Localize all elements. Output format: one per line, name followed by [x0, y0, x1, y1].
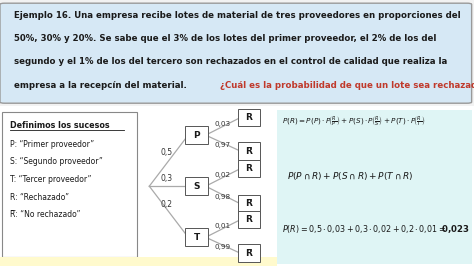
FancyBboxPatch shape	[238, 142, 260, 160]
Text: 0,97: 0,97	[215, 142, 231, 148]
Text: $P(R) = 0{,}5 \cdot 0{,}03 + 0{,}3 \cdot 0{,}02 + 0{,}2 \cdot 0{,}01 = $: $P(R) = 0{,}5 \cdot 0{,}03 + 0{,}3 \cdot…	[282, 223, 446, 235]
FancyBboxPatch shape	[0, 3, 472, 103]
Text: ¿Cuál es la probabilidad de que un lote sea rechazado?: ¿Cuál es la probabilidad de que un lote …	[220, 81, 474, 90]
FancyBboxPatch shape	[2, 112, 137, 257]
Text: 0,03: 0,03	[215, 121, 231, 127]
Text: 0,5: 0,5	[160, 148, 173, 157]
FancyBboxPatch shape	[185, 228, 208, 246]
Text: R̅: R̅	[246, 199, 252, 208]
Text: P: P	[193, 131, 200, 140]
Text: segundo y el 1% de los del tercero son rechazados en el control de calidad que r: segundo y el 1% de los del tercero son r…	[14, 57, 447, 66]
FancyBboxPatch shape	[238, 211, 260, 228]
Text: 0,3: 0,3	[160, 174, 173, 183]
Text: P: “Primer proveedor”: P: “Primer proveedor”	[10, 140, 94, 149]
Text: R̅: R̅	[246, 147, 252, 156]
Bar	[0, 257, 277, 266]
Text: 0,01: 0,01	[215, 223, 231, 230]
Text: T: T	[193, 233, 200, 242]
Text: 0,99: 0,99	[215, 244, 231, 250]
Text: R: R	[246, 215, 252, 224]
FancyBboxPatch shape	[238, 244, 260, 262]
Text: $\mathbf{0{,}023}$: $\mathbf{0{,}023}$	[441, 223, 469, 235]
FancyBboxPatch shape	[238, 160, 260, 177]
Text: Definimos los sucesos: Definimos los sucesos	[10, 121, 110, 130]
FancyBboxPatch shape	[238, 195, 260, 213]
FancyBboxPatch shape	[185, 126, 208, 144]
Text: 0,98: 0,98	[215, 194, 231, 200]
Text: $P(P \cap R) + P(S \cap R) + P(T \cap R)$: $P(P \cap R) + P(S \cap R) + P(T \cap R)…	[287, 170, 413, 182]
Text: Ejemplo 16. Una empresa recibe lotes de material de tres proveedores en proporci: Ejemplo 16. Una empresa recibe lotes de …	[14, 11, 461, 20]
Text: R: “Rechazado”: R: “Rechazado”	[10, 193, 69, 202]
FancyBboxPatch shape	[185, 177, 208, 195]
Text: R: R	[246, 164, 252, 173]
Text: R̅: “No rechazado”: R̅: “No rechazado”	[10, 210, 81, 219]
Text: $P(R) = P(P) \cdot P\!\left(\frac{R}{P}\right) + P(S) \cdot P\!\left(\frac{R}{S}: $P(R) = P(P) \cdot P\!\left(\frac{R}{P}\…	[282, 114, 425, 128]
Text: T: “Tercer proveedor”: T: “Tercer proveedor”	[10, 175, 92, 184]
FancyBboxPatch shape	[238, 109, 260, 126]
Text: R̅: R̅	[246, 249, 252, 258]
Text: R: R	[246, 113, 252, 122]
Text: 0,2: 0,2	[160, 200, 173, 209]
Text: S: “Segundo proveedor”: S: “Segundo proveedor”	[10, 157, 103, 167]
Text: S: S	[193, 182, 200, 191]
Text: 0,02: 0,02	[215, 172, 231, 178]
Text: 50%, 30% y 20%. Se sabe que el 3% de los lotes del primer proveedor, el 2% de lo: 50%, 30% y 20%. Se sabe que el 3% de los…	[14, 34, 437, 43]
Text: empresa a la recepcín del material.: empresa a la recepcín del material.	[14, 81, 190, 90]
Bar	[277, 110, 472, 264]
